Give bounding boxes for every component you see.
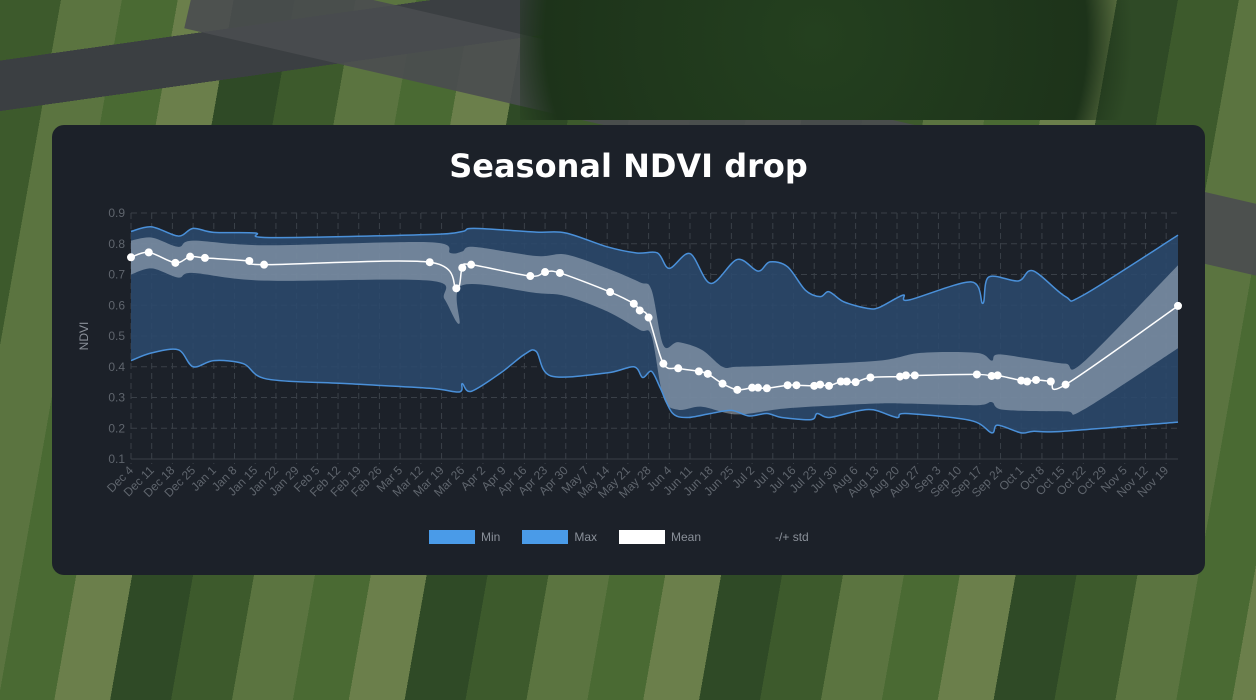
mean-point (1017, 376, 1026, 385)
chart-panel: Seasonal NDVI drop 0.1 0.2 0.3 0.4 0.5 0.6 0.7… (52, 125, 1205, 575)
legend-item-min[interactable]: Min (429, 530, 500, 544)
background-trees (520, 0, 1256, 120)
mean-point (171, 258, 180, 267)
mean-point (425, 258, 434, 267)
mean-point (972, 370, 981, 379)
mean-point (836, 377, 845, 386)
y-tick-label: 0.8 (108, 237, 125, 251)
mean-point (842, 377, 851, 386)
legend-label: -/+ std (775, 530, 809, 544)
y-axis-label: NDVI (77, 322, 91, 351)
mean-point (733, 385, 742, 394)
mean-point (792, 381, 801, 390)
min-max-band (131, 226, 1178, 434)
mean-point (762, 384, 771, 393)
mean-point (200, 253, 209, 262)
mean-point (866, 373, 875, 382)
mean-point (1046, 377, 1055, 386)
mean-point (694, 367, 703, 376)
mean-point (718, 379, 727, 388)
mean-line (130, 251, 1179, 391)
mean-point (754, 383, 763, 392)
legend-label: Min (481, 530, 501, 544)
mean-point (825, 381, 833, 390)
mean-point (144, 248, 153, 257)
mean-point (644, 313, 653, 322)
mean-point (910, 371, 919, 380)
mean-point (127, 253, 135, 262)
mean-point (851, 378, 860, 387)
legend-label: Mean (671, 530, 702, 544)
mean-point (1032, 375, 1041, 384)
mean-point (901, 371, 910, 380)
legend-swatch-max (522, 530, 569, 544)
mean-point (993, 371, 1002, 380)
mean-point (816, 380, 825, 389)
y-tick-label: 0.5 (108, 329, 125, 343)
mean-point (526, 272, 535, 281)
mean-point (1061, 380, 1070, 389)
legend: Min Max Mean -/+ std (429, 530, 831, 544)
mean-point (987, 371, 996, 380)
legend-swatch-mean (619, 530, 666, 544)
mean-point (1174, 301, 1182, 310)
legend-item-max[interactable]: Max (522, 530, 597, 544)
mean-point (245, 256, 254, 265)
mean-point (186, 252, 195, 261)
mean-point (260, 260, 269, 269)
legend-item-std[interactable]: -/+ std (723, 530, 809, 544)
mean-point (674, 364, 683, 373)
mean-point (629, 299, 638, 308)
min-line (130, 348, 1179, 434)
chart-title: Seasonal NDVI drop (449, 147, 808, 185)
legend-item-mean[interactable]: Mean (619, 530, 701, 544)
mean-point (783, 381, 792, 390)
legend-swatch-min (429, 530, 475, 544)
mean-point (659, 359, 668, 368)
max-line (130, 226, 1179, 310)
y-tick-label: 0.6 (108, 298, 125, 312)
mean-point (748, 383, 757, 392)
std-band (131, 237, 1178, 415)
mean-point (467, 260, 476, 269)
mean-point (635, 306, 644, 315)
legend-swatch-std (723, 530, 769, 544)
mean-point (541, 268, 550, 277)
mean-point (1023, 377, 1032, 386)
mean-point (452, 284, 461, 293)
y-tick-label: 0.1 (108, 452, 125, 466)
y-tick-label: 0.7 (108, 268, 125, 282)
mean-point (555, 268, 564, 277)
mean-point (458, 263, 467, 272)
y-tick-label: 0.3 (108, 391, 125, 405)
mean-point (606, 288, 615, 297)
mean-point (703, 369, 712, 378)
y-tick-label: 0.9 (108, 206, 125, 220)
y-tick-label: 0.4 (108, 360, 125, 374)
legend-label: Max (574, 530, 598, 544)
y-tick-label: 0.2 (108, 421, 125, 435)
